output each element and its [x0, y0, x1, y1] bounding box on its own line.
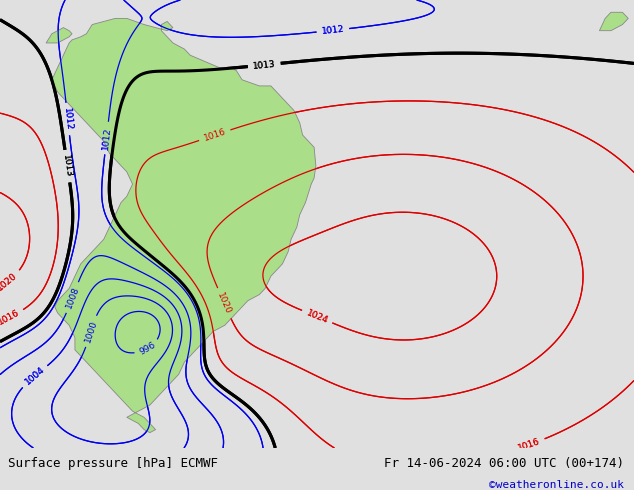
Text: 996: 996: [138, 341, 157, 357]
Text: 1012: 1012: [62, 107, 74, 131]
Text: 1013: 1013: [252, 59, 276, 71]
Text: Fr 14-06-2024 06:00 UTC (00+174): Fr 14-06-2024 06:00 UTC (00+174): [384, 458, 624, 470]
Text: 1020: 1020: [216, 291, 233, 316]
Text: 996: 996: [138, 341, 157, 357]
Text: 1024: 1024: [305, 308, 330, 325]
Text: ©weatheronline.co.uk: ©weatheronline.co.uk: [489, 480, 624, 490]
Text: 1016: 1016: [202, 127, 227, 143]
Polygon shape: [46, 27, 72, 43]
Text: 1020: 1020: [216, 291, 233, 316]
Text: 1012: 1012: [101, 126, 112, 150]
Text: 1024: 1024: [305, 308, 330, 325]
Text: 1013: 1013: [61, 154, 74, 178]
Text: 1016: 1016: [0, 308, 21, 327]
Text: 1016: 1016: [0, 308, 21, 327]
Text: Surface pressure [hPa] ECMWF: Surface pressure [hPa] ECMWF: [8, 458, 217, 470]
Polygon shape: [52, 19, 316, 433]
Text: 1020: 1020: [0, 271, 19, 293]
Text: 1008: 1008: [64, 285, 81, 310]
Text: 1004: 1004: [23, 365, 46, 387]
Text: 1012: 1012: [101, 126, 112, 150]
Text: 1013: 1013: [252, 59, 276, 71]
Text: 1013: 1013: [61, 154, 74, 178]
Polygon shape: [599, 12, 628, 31]
Text: 1016: 1016: [517, 437, 541, 453]
Text: 1000: 1000: [83, 319, 99, 343]
Text: 1012: 1012: [321, 24, 345, 36]
Text: 1016: 1016: [517, 437, 541, 453]
Text: 1016: 1016: [202, 127, 227, 143]
Text: 1012: 1012: [321, 24, 345, 36]
Text: 1000: 1000: [83, 319, 99, 343]
Text: 1008: 1008: [64, 285, 81, 310]
Text: 1020: 1020: [0, 271, 19, 293]
Text: 1004: 1004: [23, 365, 46, 387]
Text: 1012: 1012: [62, 107, 74, 131]
